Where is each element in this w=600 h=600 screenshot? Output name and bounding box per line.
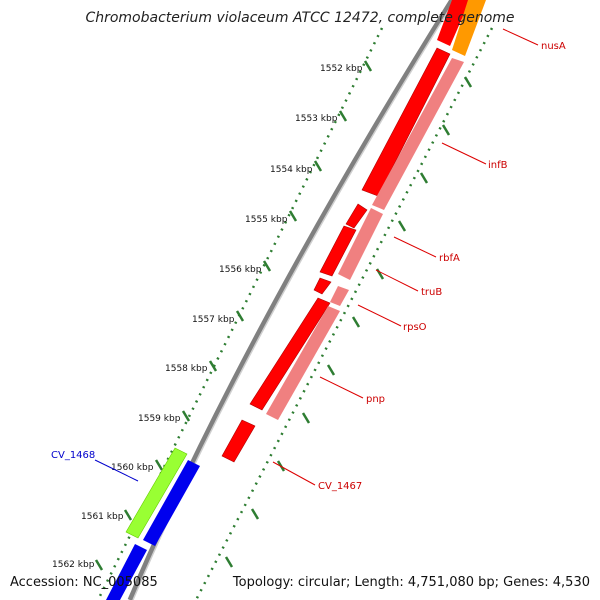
- gene-labels: nusA infB rbfA truB rpsO pnp CV_1467 CV_…: [51, 41, 566, 492]
- genes-left: [106, 447, 200, 600]
- gene-label-rpsO[interactable]: rpsO: [403, 322, 427, 333]
- gene-label-truB[interactable]: truB: [421, 287, 442, 298]
- gene-arrow-rpsO-pink[interactable]: [330, 286, 349, 306]
- gene-arrow-pnp[interactable]: [249, 297, 331, 411]
- inner-tick-mark: [326, 364, 336, 376]
- leader-nusA: [502, 28, 539, 46]
- leader-CV_1468: [94, 459, 139, 482]
- tick-label-1554: 1554 kbp: [270, 165, 313, 175]
- gene-arrow-infB-pink[interactable]: [372, 58, 464, 210]
- outer-tick-mark: [154, 459, 164, 471]
- inner-tick-mark: [441, 124, 451, 136]
- genes-inner-strand: [266, 0, 486, 420]
- inner-tick-mark: [463, 76, 473, 88]
- gene-label-CV_1468[interactable]: CV_1468: [51, 450, 95, 461]
- inner-tick-mark: [397, 220, 407, 232]
- gene-arrow-truB[interactable]: [319, 225, 357, 277]
- leader-rbfA: [393, 236, 437, 258]
- gene-arrow-CV_1467[interactable]: [221, 419, 256, 463]
- genome-stats-text: Topology: circular; Length: 4,751,080 bp…: [232, 575, 590, 590]
- outer-tick-mark: [313, 160, 323, 172]
- accession-text: Accession: NC_005085: [10, 575, 158, 590]
- leader-rpsO: [357, 304, 402, 327]
- tick-label-1557: 1557 kbp: [192, 315, 235, 325]
- outer-tick-mark: [235, 310, 245, 322]
- gene-label-pnp[interactable]: pnp: [366, 394, 385, 405]
- gene-arrow-blue-1[interactable]: [143, 460, 200, 546]
- gene-arrow-nusA[interactable]: [452, 0, 486, 56]
- tick-label-1562: 1562 kbp: [52, 560, 95, 570]
- tick-label-1561: 1561 kbp: [81, 512, 124, 522]
- gene-label-infB[interactable]: infB: [488, 160, 508, 171]
- gene-arrow-rbfA[interactable]: [345, 203, 368, 229]
- tick-label-1559: 1559 kbp: [138, 414, 181, 424]
- genome-backbone-highlight: [132, 0, 456, 600]
- tick-label-1552: 1552 kbp: [320, 64, 363, 74]
- outer-tick-mark: [123, 509, 133, 521]
- inner-tick-mark: [301, 412, 311, 424]
- outer-tick-mark: [262, 260, 272, 272]
- tick-label-1556: 1556 kbp: [219, 265, 262, 275]
- map-title: Chromobacterium violaceum ATCC 12472, co…: [85, 10, 515, 26]
- genes-outer-strand: [221, 0, 470, 463]
- tick-label-1555: 1555 kbp: [245, 215, 288, 225]
- genome-backbone: [127, 0, 455, 600]
- gene-arrow-blue-2[interactable]: [106, 544, 147, 600]
- leader-lines: [272, 28, 539, 486]
- tick-label-1560: 1560 kbp: [111, 463, 154, 473]
- tick-label-1558: 1558 kbp: [165, 364, 208, 374]
- leader-pnp: [319, 376, 364, 399]
- outer-tick-mark: [288, 210, 298, 222]
- gene-arrow-rpsO[interactable]: [313, 277, 332, 295]
- outer-tick-mark: [363, 60, 373, 72]
- gene-arrow-rbfA-pink[interactable]: [338, 208, 383, 280]
- inner-tick-mark: [351, 316, 361, 328]
- gene-label-CV_1467[interactable]: CV_1467: [318, 481, 362, 492]
- tick-label-1553: 1553 kbp: [295, 114, 338, 124]
- inner-tick-track: [194, 27, 494, 600]
- inner-tick-mark: [224, 556, 234, 568]
- leader-infB: [441, 142, 487, 165]
- gene-label-nusA[interactable]: nusA: [541, 41, 566, 52]
- outer-tick-mark: [338, 110, 348, 122]
- tick-marks: [94, 60, 473, 571]
- gene-arrow-pnp-pink[interactable]: [266, 306, 340, 420]
- leader-CV_1467: [272, 461, 316, 486]
- gene-arrow-CV_1468[interactable]: [125, 447, 188, 539]
- outer-tick-mark: [181, 410, 191, 422]
- tick-labels: 1552 kbp 1553 kbp 1554 kbp 1555 kbp 1556…: [52, 64, 363, 570]
- leader-truB: [375, 269, 419, 292]
- outer-tick-mark: [94, 559, 104, 571]
- gene-arrow-top[interactable]: [437, 0, 470, 46]
- gene-label-rbfA[interactable]: rbfA: [439, 253, 460, 264]
- inner-tick-mark: [250, 508, 260, 520]
- inner-tick-mark: [419, 172, 429, 184]
- outer-tick-mark: [208, 360, 218, 372]
